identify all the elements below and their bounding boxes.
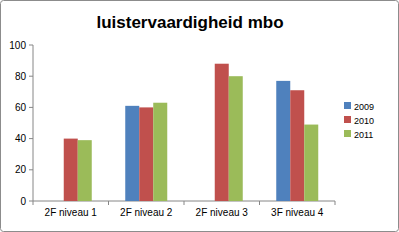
x-tick-label: 3F niveau 4 [271,207,324,218]
y-tick [29,107,33,108]
y-axis [33,45,34,201]
bar [78,140,92,201]
chart-svg: luistervaardigheid mbo 0 20 40 60 80 100 2F niv… [0,0,399,232]
legend-swatch [344,116,351,123]
x-tick [184,201,185,205]
bar [139,107,153,201]
y-tick [29,45,33,46]
legend-swatch [344,130,351,137]
y-tick [29,138,33,139]
x-tick [259,201,260,205]
legend-label: 2009 [354,102,374,112]
y-tick-label: 60 [15,102,27,113]
y-tick [29,76,33,77]
y-tick [29,201,33,202]
legend-label: 2010 [354,116,374,126]
bar [215,64,229,201]
y-tick-label: 0 [20,196,26,207]
legend-label: 2011 [354,130,373,140]
y-tick-label: 20 [15,164,27,175]
y-tick-label: 80 [15,71,27,82]
bar [304,125,318,201]
bar [276,81,290,201]
x-tick-label: 2F niveau 3 [196,207,249,218]
y-tick [29,169,33,170]
x-tick [33,201,34,205]
bar [290,90,304,201]
chart-container: luistervaardigheid mbo 0 20 40 60 80 100 2F niv… [0,0,399,232]
bar [153,103,167,201]
chart-frame [1,1,399,232]
bar [64,139,78,201]
bar [125,106,139,201]
legend: 2009 2010 2011 [344,102,374,140]
bar [229,76,243,201]
bars [64,64,319,201]
title: luistervaardigheid mbo [96,13,283,32]
y-tick-label: 40 [15,133,27,144]
y-tick-label: 100 [9,40,26,51]
legend-swatch [344,102,351,109]
x-tick [335,201,336,205]
x-tick [108,201,109,205]
x-tick-label: 2F niveau 1 [45,207,98,218]
x-tick-label: 2F niveau 2 [120,207,173,218]
